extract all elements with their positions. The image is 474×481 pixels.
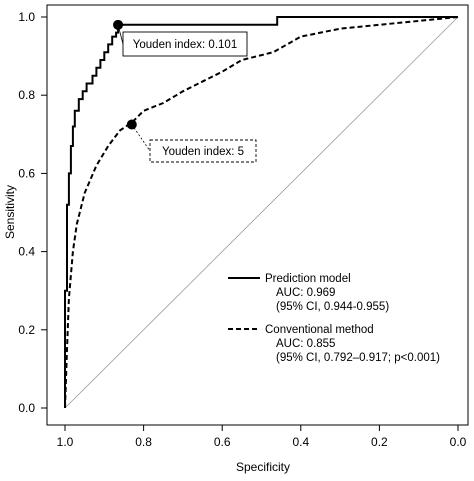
series-line-conventional-method <box>64 16 459 409</box>
y-axis-title: Sensitivity <box>3 185 17 239</box>
youden-label: Youden index: 0.101 <box>133 39 237 51</box>
y-tick-label: 1.0 <box>18 10 35 24</box>
x-axis-title: Specificity <box>236 460 290 474</box>
reference-diagonal <box>64 16 459 409</box>
y-tick-label: 0.0 <box>18 401 35 415</box>
x-tick-label: 0.0 <box>450 435 467 449</box>
y-tick-label: 0.6 <box>18 166 35 180</box>
youden-point <box>113 19 124 30</box>
x-tick-label: 0.8 <box>135 435 152 449</box>
youden-label: Youden index: 5 <box>162 146 244 158</box>
x-tick-label: 0.6 <box>214 435 231 449</box>
x-tick-label: 0.2 <box>371 435 388 449</box>
y-tick-label: 0.4 <box>18 245 35 259</box>
legend-label-conventional-method: Conventional method <box>265 324 374 336</box>
legend-label-prediction-model: Prediction model <box>265 273 351 285</box>
x-tick-label: 1.0 <box>57 435 74 449</box>
x-tick-label: 0.4 <box>292 435 309 449</box>
series-line-prediction-model <box>64 16 458 408</box>
legend-auc-prediction-model: AUC: 0.969 <box>276 287 335 299</box>
youden-point <box>126 119 137 130</box>
legend-ci-conventional-method: (95% CI, 0.792–0.917; p<0.001) <box>276 352 440 364</box>
youden-connector <box>131 124 151 152</box>
youden-label-box <box>122 31 248 57</box>
y-tick-label: 0.8 <box>18 88 35 102</box>
legend-ci-prediction-model: (95% CI, 0.944-0.955) <box>276 301 389 313</box>
plot-frame <box>46 4 469 426</box>
youden-label-box <box>149 139 257 163</box>
y-tick-label: 0.2 <box>18 323 35 337</box>
legend: Prediction model AUC: 0.969 (95% CI, 0.9… <box>228 273 440 364</box>
legend-auc-conventional-method: AUC: 0.855 <box>276 338 335 350</box>
